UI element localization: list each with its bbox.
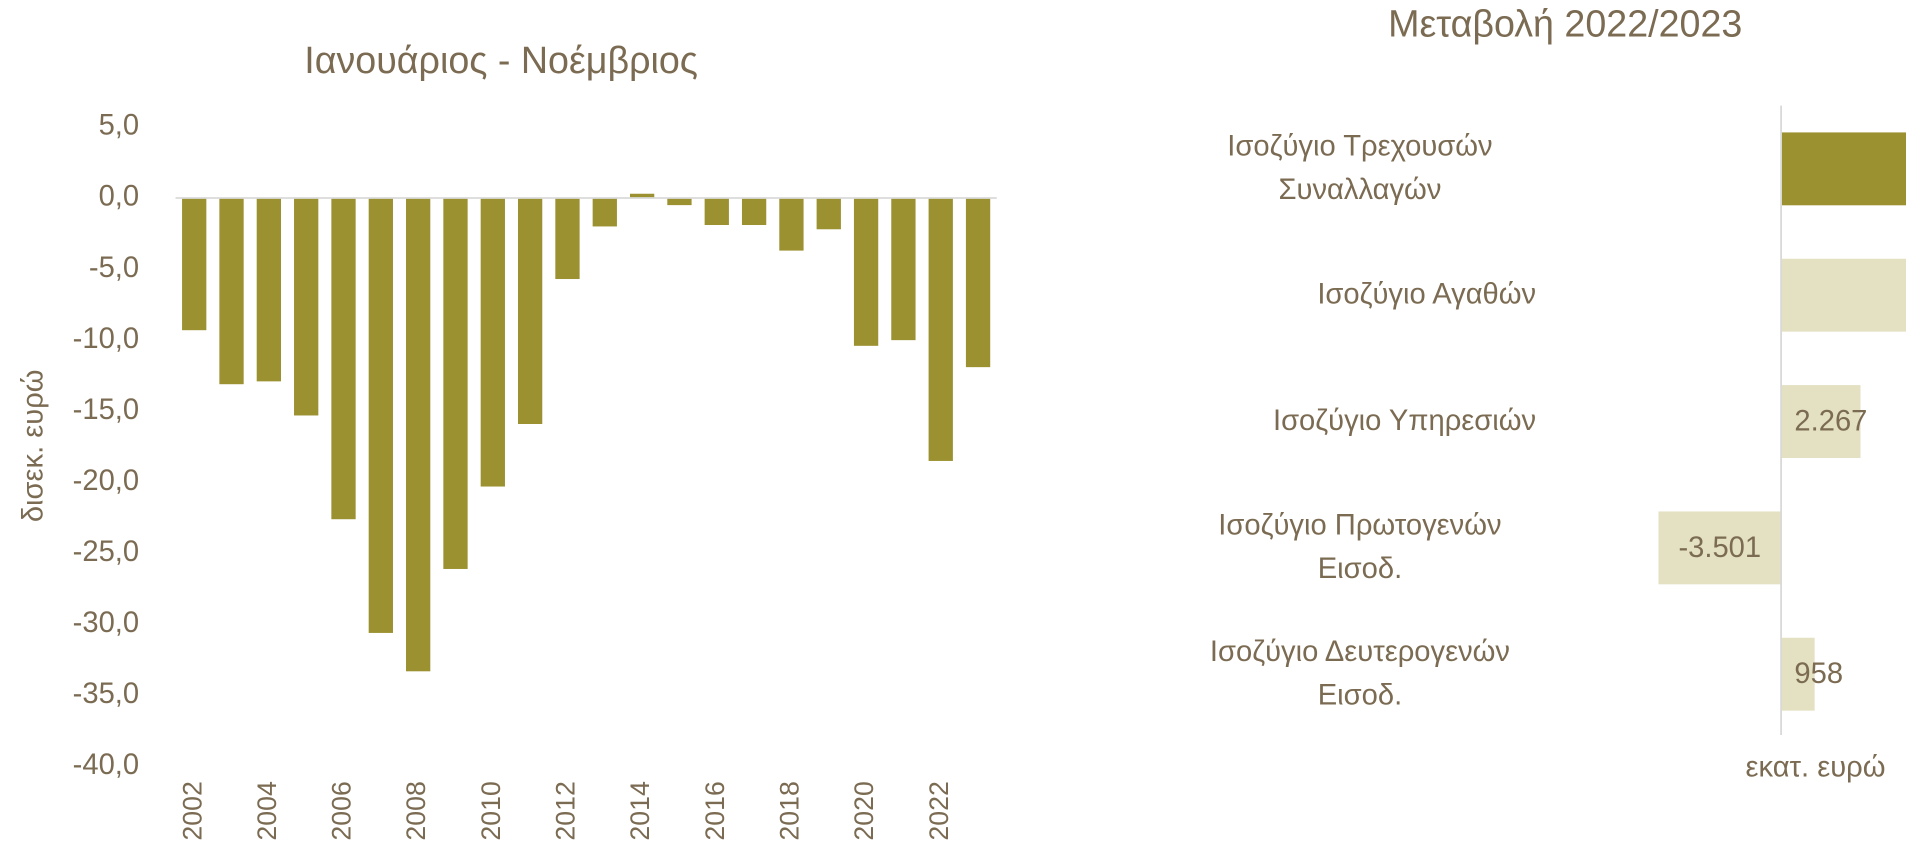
category-label-text: Ισοζύγιο Τρεχουσών Συναλλαγών [1227,129,1493,207]
y-tick-label: -15,0 [73,394,139,426]
y-tick-label: -35,0 [73,678,139,710]
y-tick-label: -5,0 [89,252,139,284]
category-label-text: Ισοζύγιο Αγαθών [1317,278,1537,311]
x-tick-label: 2006 [327,781,357,840]
category-label: Ισοζύγιο Υπηρεσιών [1272,404,1537,438]
x-tick-label: 2012 [551,781,581,840]
y-tick-label: -40,0 [73,749,139,781]
category-label-text: Ισοζύγιο Δευτερογενών Εισοδ. [1209,635,1511,712]
bar [294,198,319,416]
category-label-text: Ισοζύγιο Υπηρεσιών [1272,404,1537,438]
data-label: 958 [1794,658,1843,690]
y-tick-label: 5,0 [99,110,140,142]
chart-title: Ιανουάριος - Νοέμβριος [304,39,698,81]
y-axis-label: δισεκ. ευρώ [17,369,49,522]
x-tick-label: 2018 [774,781,804,840]
bar [1781,132,1906,206]
bar [779,198,804,251]
bar [965,198,991,368]
chart-title: Μεταβολή 2022/2023 [1388,3,1742,45]
bar [517,198,543,424]
bar [331,198,356,520]
bar [1781,637,1815,711]
x-tick-label: 2016 [700,781,730,840]
category-label: Ισοζύγιο Δευτερογενών Εισοδ. [1209,635,1511,712]
bar [443,198,468,569]
bar [1781,258,1906,332]
category-label-text: Ισοζύγιο Πρωτογενών Εισοδ. [1218,508,1502,586]
y-tick-label: 0,0 [99,181,140,213]
bar [1658,511,1782,585]
bar [219,198,244,385]
y-tick-label: -25,0 [73,536,139,568]
bar [182,198,207,331]
bar [853,198,879,346]
bar [928,198,953,461]
category-label: Ισοζύγιο Αγαθών [1317,278,1537,311]
bar [704,198,729,226]
x-tick-label: 2002 [177,781,207,840]
y-tick-label: -10,0 [73,323,139,355]
category-label: Ισοζύγιο Τρεχουσών Συναλλαγών [1227,129,1493,207]
y-tick-label: -20,0 [73,465,139,497]
bar [891,198,916,341]
data-label: 2.267 [1794,405,1867,437]
bar [406,198,431,672]
bar [555,198,580,280]
data-label: -3.501 [1678,532,1761,564]
bar [816,198,841,230]
bar [480,198,505,487]
bar [592,198,617,227]
bar [629,193,655,199]
bar [256,198,281,382]
y-tick-label: -30,0 [73,607,139,639]
x-tick-label: 2020 [849,781,879,840]
x-axis-label: εκατ. ευρώ [1745,752,1885,784]
bar [667,198,692,206]
bar [1781,385,1861,458]
bar [368,198,393,633]
x-tick-label: 2004 [252,781,282,841]
x-tick-label: 2022 [924,781,954,840]
x-tick-label: 2008 [401,781,431,840]
bar [741,198,767,226]
x-tick-label: 2014 [625,781,655,841]
category-label: Ισοζύγιο Πρωτογενών Εισοδ. [1218,508,1502,586]
x-tick-label: 2010 [476,781,506,840]
